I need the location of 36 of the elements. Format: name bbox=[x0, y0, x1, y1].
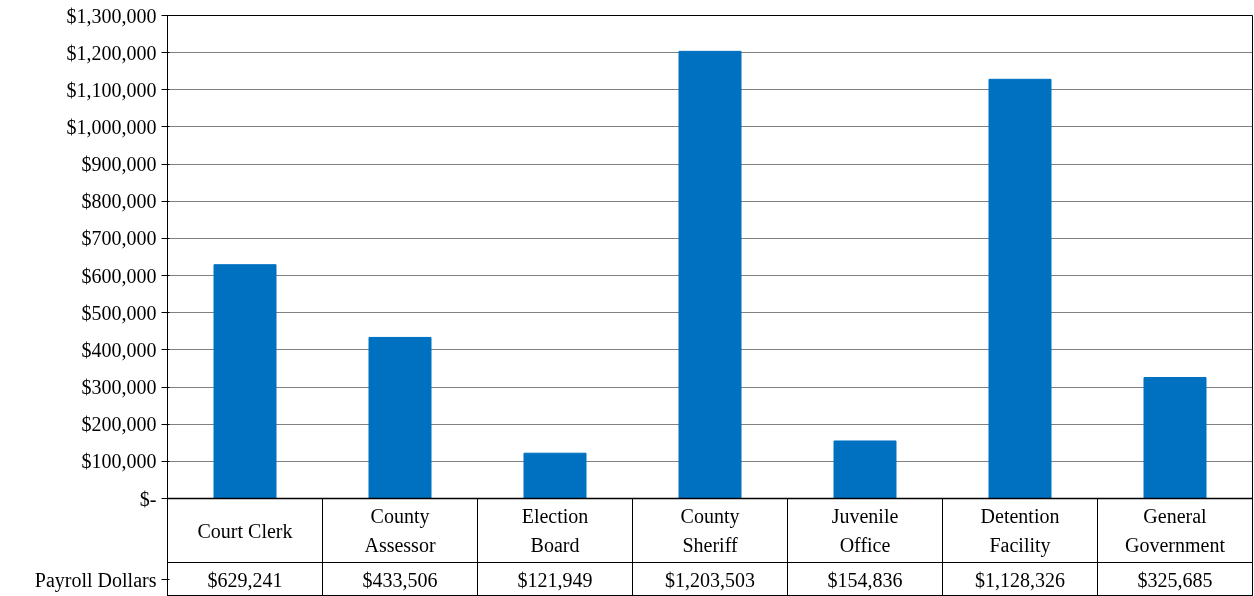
x-tick-label: Court Clerk bbox=[197, 519, 293, 542]
y-tick-label: $1,000,000 bbox=[66, 115, 157, 138]
y-tick-label: $800,000 bbox=[81, 190, 157, 213]
bar bbox=[1143, 377, 1207, 499]
bar bbox=[988, 78, 1052, 499]
text: $154,836 bbox=[827, 568, 903, 591]
text: $1,128,326 bbox=[975, 568, 1065, 591]
x-tick-label: Detention Facility bbox=[980, 505, 1060, 557]
text: $629,241 bbox=[207, 568, 283, 591]
bar bbox=[368, 336, 432, 499]
text: Payroll Dollars bbox=[34, 568, 157, 592]
bar bbox=[833, 440, 897, 499]
y-tick-label: $200,000 bbox=[81, 413, 157, 436]
y-tick-label: $100,000 bbox=[81, 450, 157, 473]
y-tick-label: $1,300,000 bbox=[66, 4, 157, 27]
x-tick-label: Election Board bbox=[521, 505, 589, 556]
y-tick-label: $1,200,000 bbox=[66, 41, 157, 64]
text: $325,685 bbox=[1137, 568, 1213, 591]
x-tick-label: Juvenile Office bbox=[831, 505, 899, 556]
x-tick-label: County Sheriff bbox=[680, 505, 740, 556]
y-tick-label: $500,000 bbox=[81, 301, 157, 324]
text: $121,949 bbox=[517, 568, 593, 591]
bar bbox=[678, 50, 742, 499]
y-tick-label: $300,000 bbox=[81, 376, 157, 399]
bar bbox=[213, 264, 277, 499]
text: $1,203,503 bbox=[665, 568, 755, 591]
x-tick-label: County Assessor bbox=[364, 505, 436, 556]
y-tick-label: $- bbox=[139, 487, 157, 510]
y-tick-label: $700,000 bbox=[81, 227, 157, 250]
y-tick-label: $1,100,000 bbox=[66, 78, 157, 101]
y-tick-label: $600,000 bbox=[81, 264, 157, 287]
y-tick-label: $400,000 bbox=[81, 338, 157, 361]
y-tick-label: $900,000 bbox=[81, 153, 157, 176]
x-tick-label: General Government bbox=[1125, 505, 1226, 556]
bar bbox=[523, 452, 587, 499]
text: $433,506 bbox=[362, 568, 438, 591]
